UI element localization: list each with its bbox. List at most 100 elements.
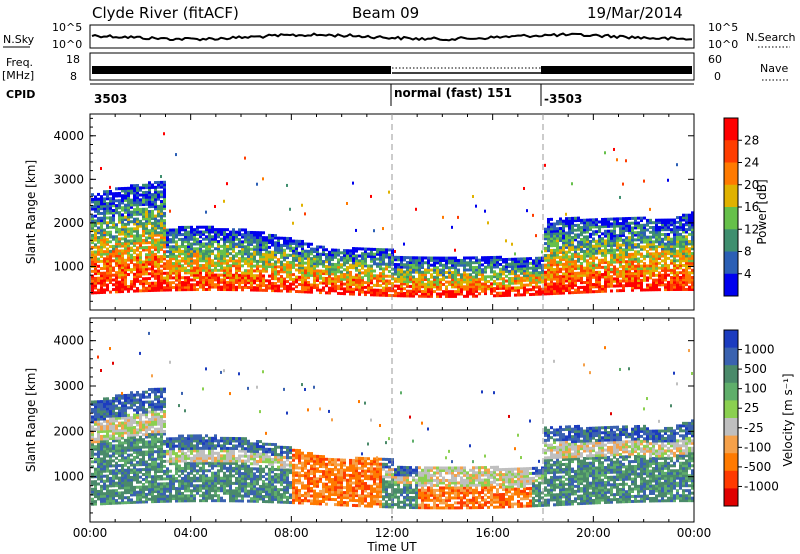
heat-cell [322, 288, 325, 292]
heat-cell [127, 468, 130, 472]
heat-cell [577, 233, 580, 237]
heat-cell [583, 271, 586, 275]
heat-cell [556, 239, 559, 243]
heat-cell [535, 268, 538, 272]
heat-cell [301, 275, 304, 279]
heat-cell [223, 252, 226, 256]
heat-cell [676, 254, 679, 258]
heat-cell [652, 257, 655, 261]
heat-cell [100, 499, 103, 503]
heat-cell [106, 434, 109, 438]
heat-cell [199, 273, 202, 277]
heat-cell [415, 287, 418, 291]
heat-cell [565, 272, 568, 276]
heat-cell [124, 496, 127, 500]
heat-cell [157, 271, 160, 275]
heat-cell [286, 289, 289, 293]
heat-cell [370, 252, 373, 256]
heat-cell [670, 230, 673, 234]
heat-cell [211, 228, 214, 232]
heat-cell [409, 268, 412, 272]
heat-cell [154, 248, 157, 252]
heat-cell [103, 278, 106, 282]
heat-cell [553, 253, 556, 257]
heat-cell [415, 292, 418, 296]
heat-cell [151, 272, 154, 276]
heat-cell [562, 255, 565, 259]
heat-cell [91, 217, 94, 221]
heat-cell [241, 249, 244, 253]
heat-cell [112, 197, 115, 201]
heat-scatter [643, 179, 645, 183]
heat-cell [196, 247, 199, 251]
heat-cell [619, 274, 622, 278]
heat-cell [601, 285, 604, 289]
heat-scatter [109, 185, 111, 189]
heat-cell [223, 259, 226, 263]
heat-cell [679, 264, 682, 268]
heat-cell [688, 254, 691, 258]
heat-cell [604, 225, 607, 229]
heat-cell [157, 260, 160, 264]
heat-cell [97, 271, 100, 275]
heat-cell [172, 269, 175, 273]
heat-cell [121, 481, 124, 485]
heat-cell [478, 287, 481, 291]
heat-cell [586, 266, 589, 270]
heat-cell [223, 247, 226, 251]
heat-cell [328, 272, 331, 276]
heat-cell [130, 483, 133, 487]
heat-cell [94, 205, 97, 209]
heat-cell [496, 294, 499, 298]
heat-cell [586, 264, 589, 268]
heat-cell [148, 212, 151, 216]
heat-cell [604, 232, 607, 236]
heat-cell [631, 236, 634, 240]
heat-cell [610, 279, 613, 283]
heat-cell [334, 277, 337, 281]
heat-cell [568, 262, 571, 266]
heat-cell [445, 287, 448, 291]
heat-cell [100, 226, 103, 230]
heat-cell [550, 227, 553, 231]
heat-cell [220, 280, 223, 284]
heat-cell [202, 285, 205, 289]
heat-cell [607, 217, 610, 221]
heat-cell [409, 258, 412, 262]
heat-cell [562, 277, 565, 281]
heat-cell [445, 275, 448, 279]
heat-cell [118, 491, 121, 495]
heat-cell [337, 284, 340, 288]
heat-cell [550, 265, 553, 269]
heat-cell [394, 294, 397, 298]
heat-cell [91, 452, 94, 456]
heat-cell [109, 271, 112, 275]
heat-cell [601, 217, 604, 221]
heat-cell [142, 272, 145, 276]
heat-cell [505, 284, 508, 288]
heat-cell [106, 223, 109, 227]
heat-cell [502, 270, 505, 274]
heat-cell [598, 263, 601, 267]
heat-cell [442, 290, 445, 294]
heat-cell [127, 436, 130, 440]
heat-cell [574, 247, 577, 251]
colorbar-tick-label: 16 [744, 200, 759, 214]
heat-cell [109, 444, 112, 448]
heat-cell [223, 280, 226, 284]
heat-cell [691, 287, 694, 291]
heat-cell [109, 197, 112, 201]
heat-cell [406, 256, 409, 260]
heat-cell [298, 275, 301, 279]
heat-cell [685, 220, 688, 224]
heat-cell [262, 255, 265, 259]
heat-cell [157, 240, 160, 244]
heat-cell [112, 278, 115, 282]
heat-cell [298, 258, 301, 262]
heat-cell [562, 246, 565, 250]
heat-cell [571, 219, 574, 223]
heat-cell [622, 229, 625, 233]
heat-cell [475, 270, 478, 274]
heat-cell [649, 230, 652, 234]
heat-cell [202, 259, 205, 263]
